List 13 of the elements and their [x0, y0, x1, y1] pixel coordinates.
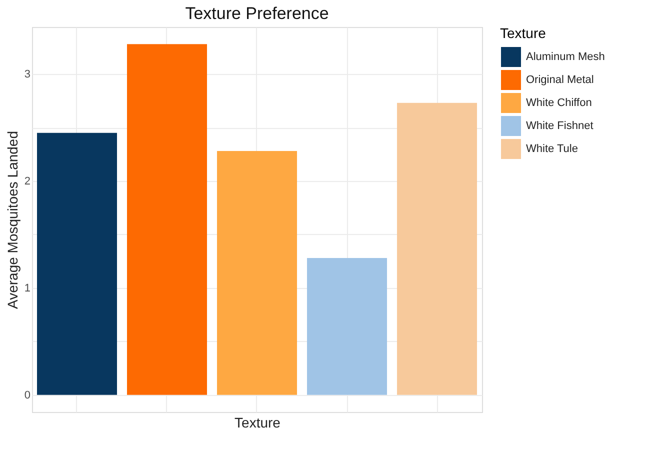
- legend-title: Texture: [500, 25, 546, 41]
- chart-title: Texture Preference: [185, 4, 329, 23]
- legend-label: White Tule: [526, 143, 578, 155]
- legend-label: White Fishnet: [526, 120, 594, 132]
- legend-label: Original Metal: [526, 74, 594, 86]
- y-tick-label: 3: [24, 68, 30, 81]
- legend-label: Aluminum Mesh: [526, 51, 605, 63]
- legend-label: White Chiffon: [526, 97, 592, 109]
- y-tick-label: 0: [24, 389, 30, 402]
- y-tick-label: 2: [24, 176, 30, 188]
- y-axis-title: Average Mosquitoes Landed: [4, 131, 20, 309]
- y-tick-label: 1: [24, 282, 30, 294]
- x-axis-title: Texture: [234, 414, 281, 430]
